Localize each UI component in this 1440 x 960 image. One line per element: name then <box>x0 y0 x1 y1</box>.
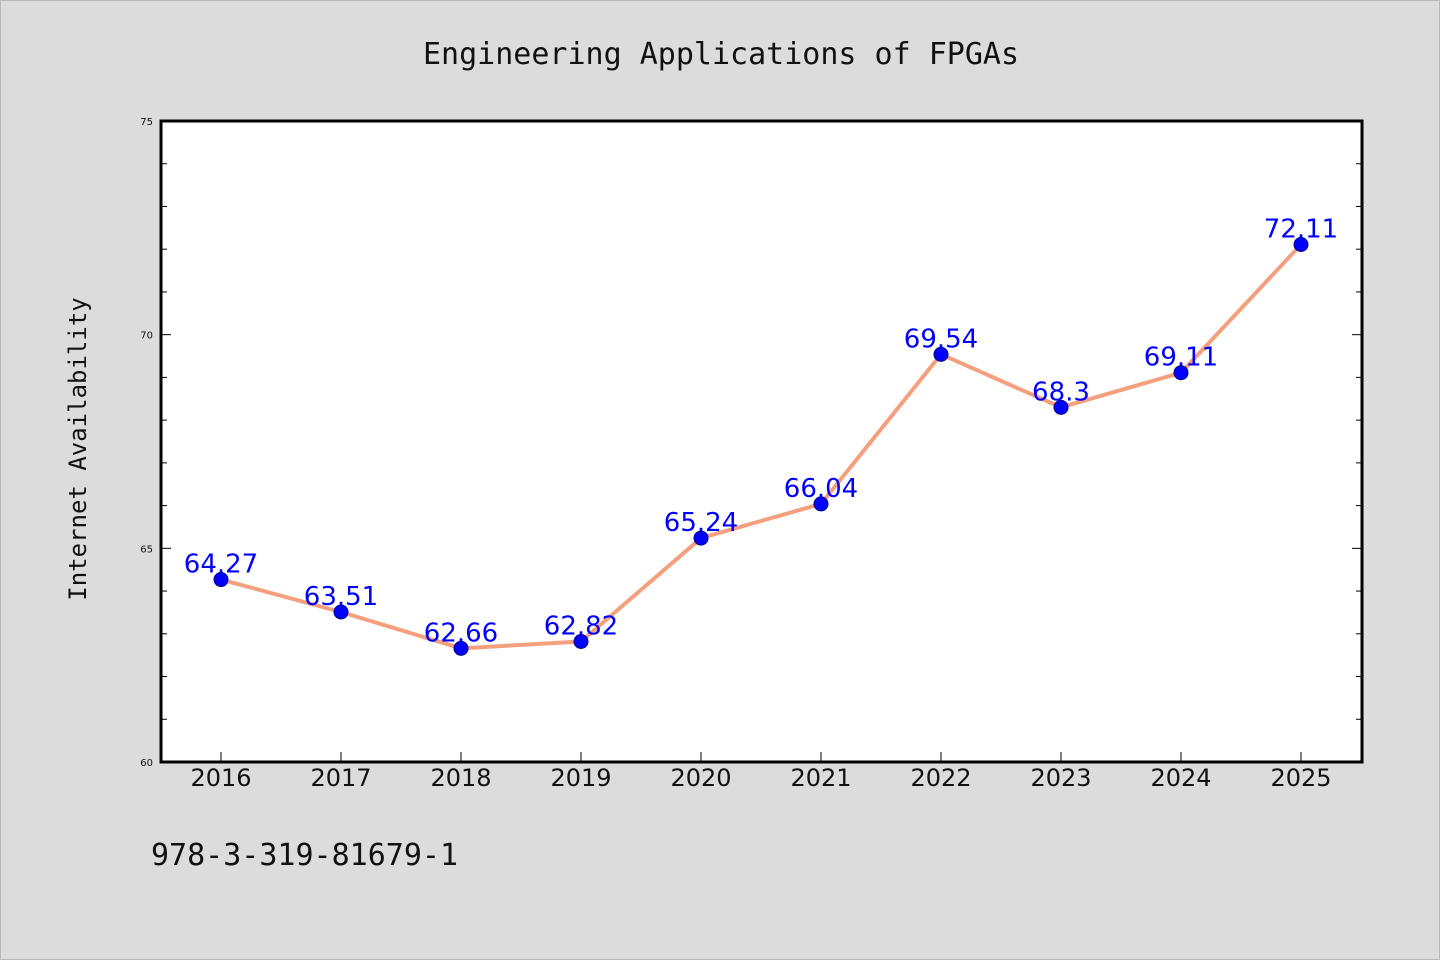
data-label-2018: 62.66 <box>424 618 498 648</box>
data-point-2024 <box>1173 365 1189 381</box>
x-tick-label-2020: 2020 <box>670 764 731 792</box>
data-point-2021 <box>813 496 829 512</box>
x-tick-labels: 2016 2017 2018 2019 2020 2021 2022 2023 2024 2025 <box>190 764 1331 792</box>
data-label-2022: 69.54 <box>904 324 978 354</box>
x-tick-label-2019: 2019 <box>550 764 611 792</box>
data-point-2022 <box>933 346 949 362</box>
y-tick-label-60: 60 <box>140 758 153 769</box>
x-tick-label-2023: 2023 <box>1030 764 1091 792</box>
y-tick-marks <box>161 120 1362 763</box>
data-point-2020 <box>693 530 709 546</box>
data-label-2024: 69.11 <box>1144 343 1218 373</box>
x-tick-label-2025: 2025 <box>1270 764 1331 792</box>
data-point-2016 <box>213 572 229 588</box>
y-tick-label-70: 70 <box>140 331 153 342</box>
isbn-footer: 978-3-319-81679-1 <box>151 838 458 873</box>
series-data-labels: 64.27 63.51 62.66 62.82 65.24 66.04 69.54 68.3 6… <box>184 214 1338 648</box>
data-label-2021: 66.04 <box>784 474 858 504</box>
data-label-2019: 62.82 <box>544 611 618 641</box>
series-lines <box>219 242 1303 651</box>
y-tick-label-65: 65 <box>140 544 153 555</box>
data-point-2017 <box>333 604 349 620</box>
x-tick-label-2021: 2021 <box>790 764 851 792</box>
data-label-2025: 72.11 <box>1264 214 1338 244</box>
x-tick-label-2022: 2022 <box>910 764 971 792</box>
y-tick-labels: 60 65 70 75 <box>140 117 153 769</box>
data-label-2016: 64.27 <box>184 550 258 580</box>
data-label-2020: 65.24 <box>664 508 738 538</box>
series-line-0 <box>219 242 1303 651</box>
plot-area <box>159 119 1364 764</box>
x-tick-label-2017: 2017 <box>310 764 371 792</box>
data-point-2023 <box>1053 399 1069 415</box>
x-tick-label-2016: 2016 <box>190 764 251 792</box>
x-tick-label-2024: 2024 <box>1150 764 1211 792</box>
x-tick-label-2018: 2018 <box>430 764 491 792</box>
y-axis-label: Internet Availability <box>64 297 92 600</box>
data-point-2025 <box>1293 236 1309 252</box>
series-points <box>213 236 1309 656</box>
data-label-2017: 63.51 <box>304 582 378 612</box>
data-point-2018 <box>453 640 469 656</box>
chart-title: Engineering Applications of FPGAs <box>423 37 1019 72</box>
x-tick-marks <box>220 752 1302 762</box>
data-point-2019 <box>573 633 589 649</box>
data-label-2023: 68.3 <box>1032 377 1090 407</box>
y-tick-label-75: 75 <box>140 117 153 128</box>
